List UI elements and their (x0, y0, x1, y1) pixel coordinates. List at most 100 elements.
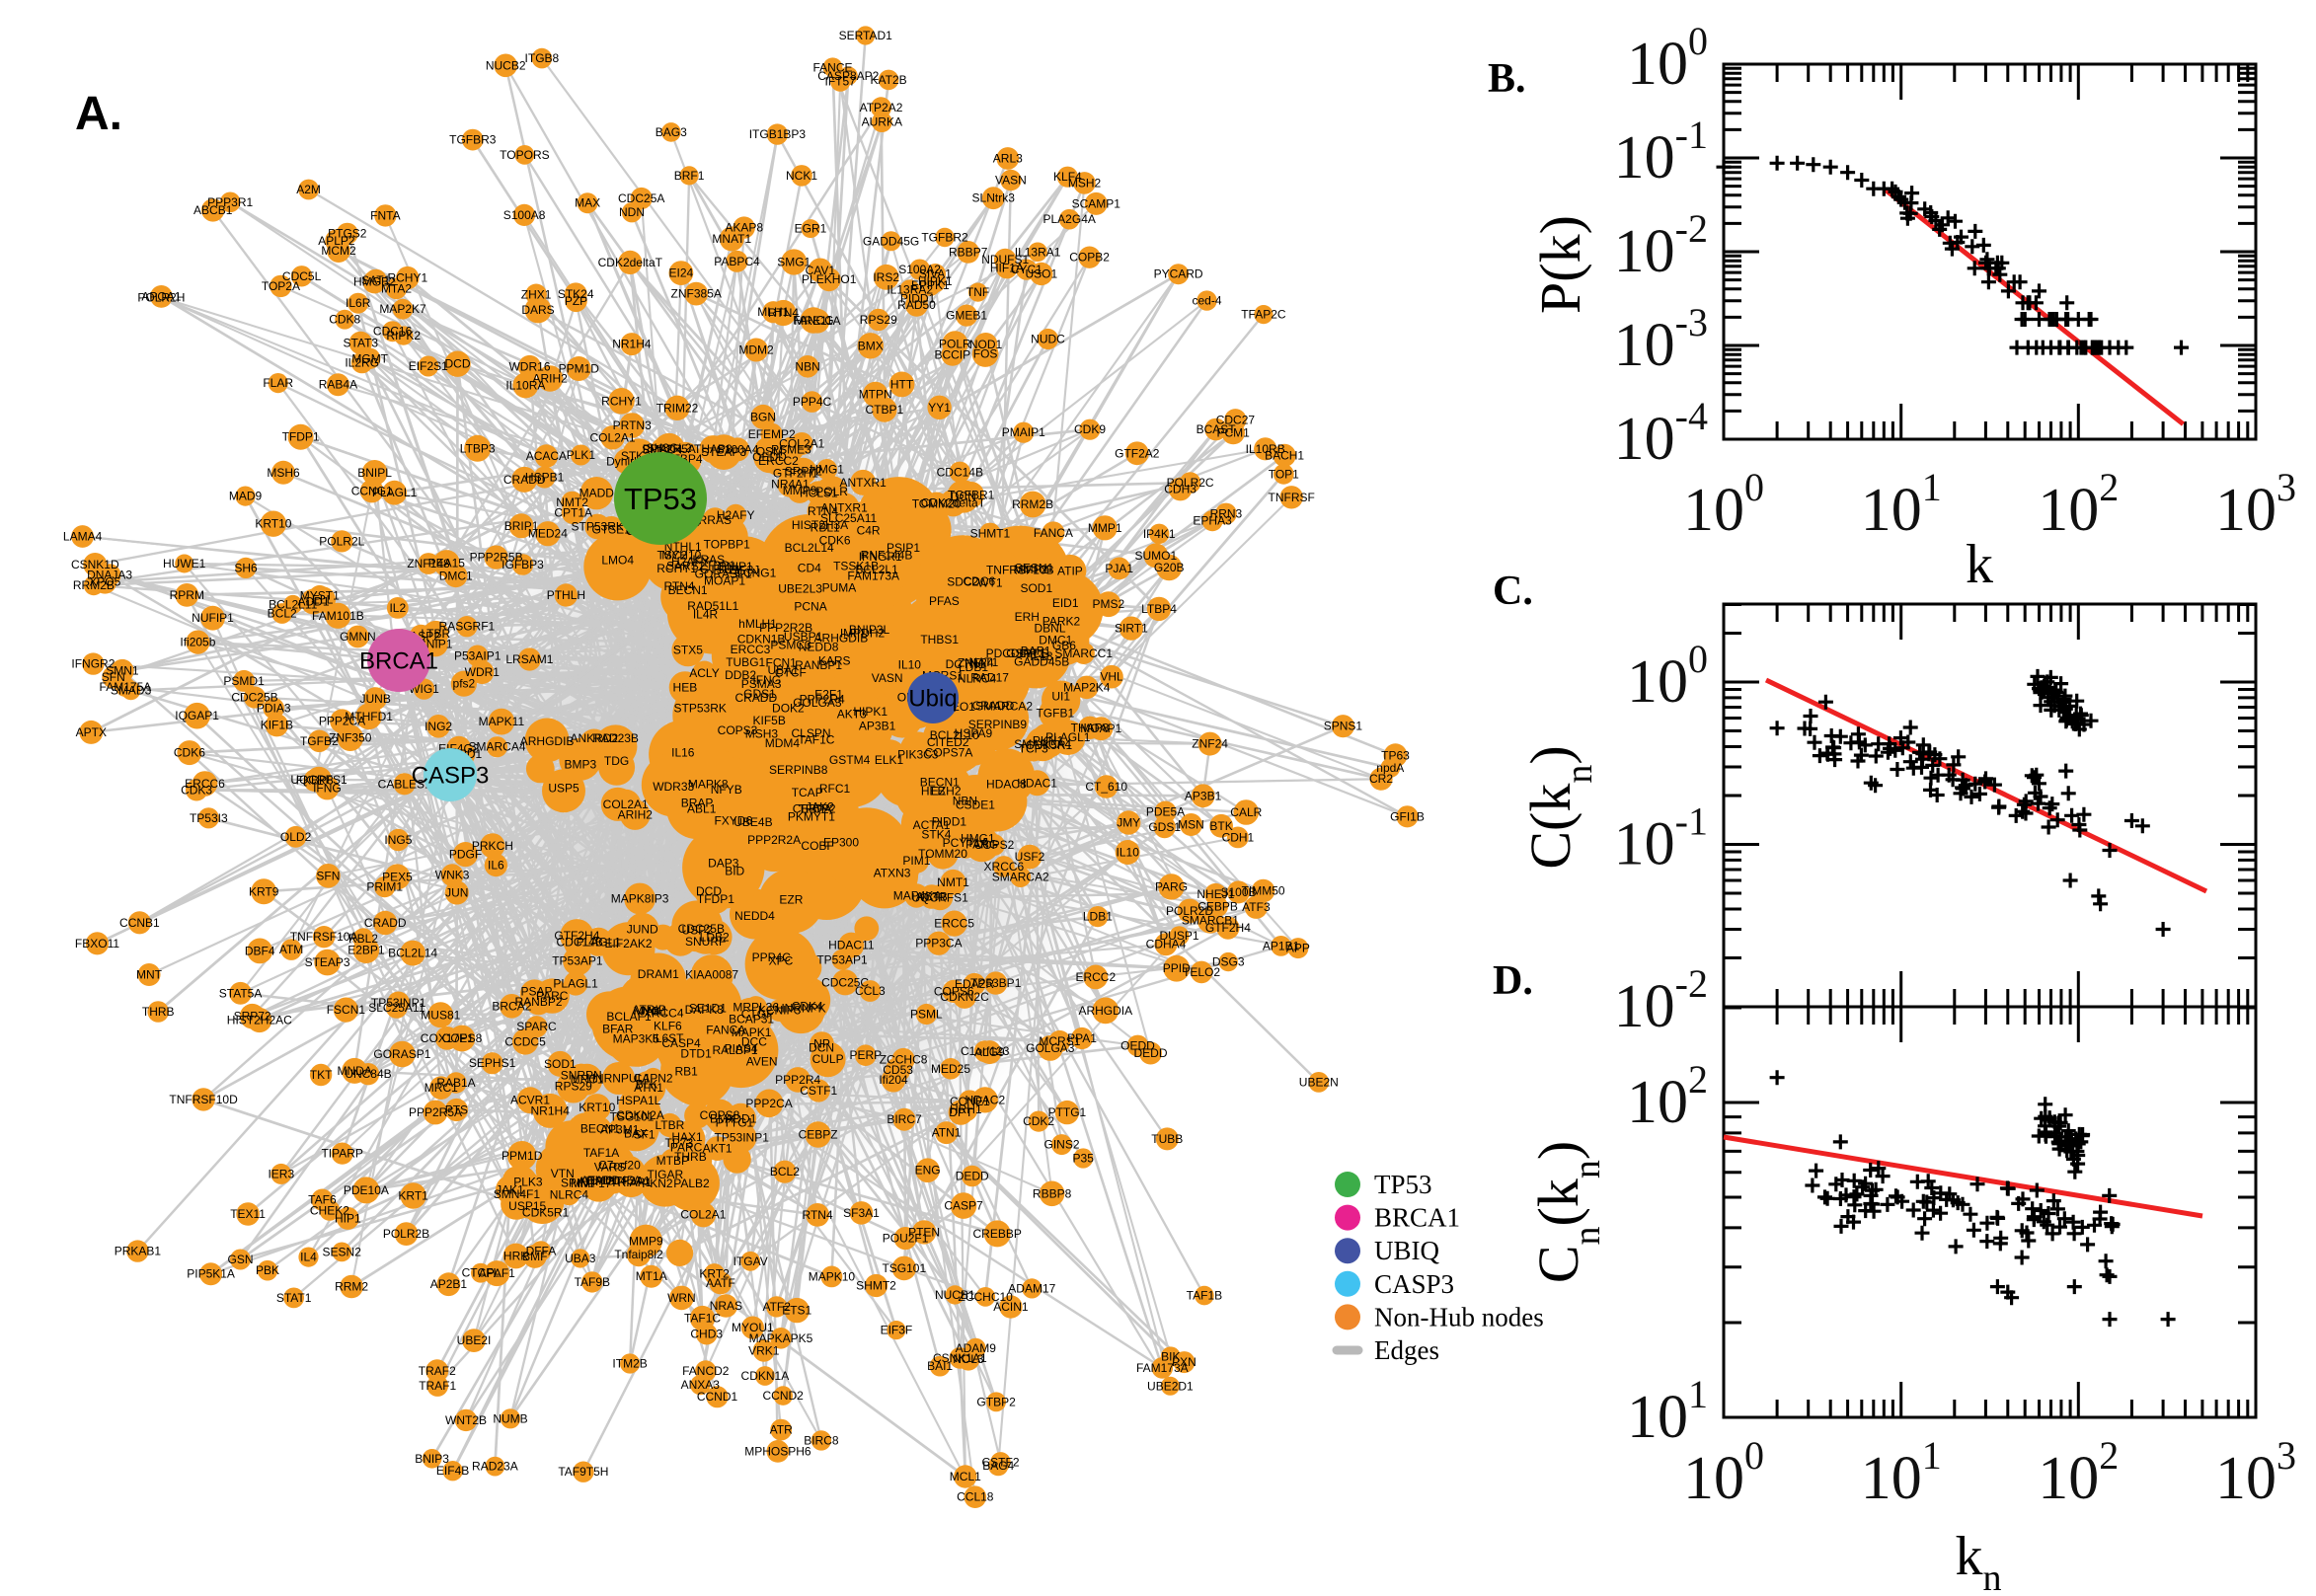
svg-text:STP53RK: STP53RK (572, 520, 624, 534)
svg-text:RAD51L1: RAD51L1 (687, 599, 738, 613)
svg-text:THRB: THRB (142, 1005, 175, 1019)
svg-text:FAM173A: FAM173A (1136, 1361, 1189, 1375)
svg-text:GTF2A2: GTF2A2 (1115, 446, 1160, 460)
svg-text:CALR: CALR (1230, 805, 1262, 819)
svg-text:TGFBR1: TGFBR1 (948, 488, 995, 501)
svg-text:TGFBR2: TGFBR2 (921, 231, 968, 245)
svg-text:BAG3: BAG3 (656, 125, 687, 139)
svg-text:MAP2K7: MAP2K7 (379, 302, 426, 316)
svg-text:B.: B. (1488, 56, 1526, 102)
svg-text:RPS29: RPS29 (555, 1080, 592, 1094)
svg-text:TAF9T5H: TAF9T5H (558, 1465, 608, 1479)
svg-text:CASP7: CASP7 (944, 1199, 983, 1213)
svg-text:UBE2N: UBE2N (1299, 1075, 1339, 1089)
svg-text:HIPK1: HIPK1 (853, 705, 888, 719)
svg-text:NP: NP (813, 1037, 830, 1051)
svg-text:EZH2: EZH2 (931, 784, 962, 798)
svg-text:KIF1B: KIF1B (261, 719, 293, 732)
svg-text:TAF9B: TAF9B (575, 1275, 610, 1289)
svg-text:HUWE1: HUWE1 (163, 557, 206, 570)
svg-text:TP53BP1: TP53BP1 (970, 976, 1022, 990)
svg-text:SERPINB8: SERPINB8 (769, 763, 828, 777)
svg-text:Ifi205b: Ifi205b (180, 636, 215, 649)
svg-text:SCAMP1: SCAMP1 (1072, 196, 1121, 210)
svg-text:SLC25A11: SLC25A11 (368, 1001, 425, 1015)
svg-text:PIM1: PIM1 (902, 854, 930, 868)
svg-text:ACTB: ACTB (916, 890, 948, 904)
svg-text:LTBP3: LTBP3 (460, 441, 496, 455)
svg-text:NMT2: NMT2 (556, 495, 588, 509)
svg-text:ZNF24: ZNF24 (958, 655, 994, 669)
svg-text:TGFBR3: TGFBR3 (449, 133, 497, 147)
svg-text:TUBG1: TUBG1 (726, 655, 765, 669)
svg-text:SMAD3: SMAD3 (111, 684, 152, 698)
svg-text:XPO5: XPO5 (89, 575, 120, 589)
svg-text:COL2A1: COL2A1 (603, 798, 649, 811)
svg-text:SHMT1: SHMT1 (970, 527, 1011, 541)
svg-text:HIF1A: HIF1A (990, 261, 1024, 274)
svg-text:GADD45A: GADD45A (586, 1174, 642, 1187)
svg-text:SOD1: SOD1 (544, 1057, 577, 1071)
svg-text:PERP: PERP (849, 1048, 882, 1062)
svg-text:MNDA: MNDA (338, 1064, 372, 1078)
svg-text:CDK6: CDK6 (174, 746, 205, 760)
svg-text:EZR: EZR (779, 892, 803, 906)
svg-text:PLK3: PLK3 (513, 1176, 543, 1189)
svg-text:IL10RA: IL10RA (505, 378, 545, 392)
svg-text:CDK3: CDK3 (181, 783, 212, 797)
svg-text:S100A2: S100A2 (898, 263, 941, 276)
svg-text:TKT: TKT (310, 1068, 333, 1082)
svg-text:EGR1: EGR1 (795, 222, 827, 236)
svg-text:PMS2: PMS2 (1092, 597, 1124, 611)
svg-text:G20B: G20B (1154, 561, 1185, 574)
svg-text:SPNS1: SPNS1 (1324, 720, 1363, 733)
svg-text:WNK3: WNK3 (435, 869, 470, 882)
svg-text:D.: D. (1493, 958, 1533, 1004)
svg-text:TOPORS: TOPORS (500, 148, 549, 162)
svg-text:AP3B1: AP3B1 (1185, 789, 1222, 802)
svg-text:AURKA: AURKA (862, 115, 902, 129)
svg-text:ADAM17: ADAM17 (1008, 1281, 1055, 1295)
svg-text:EIF4B: EIF4B (436, 1464, 469, 1478)
svg-text:FANCA: FANCA (706, 1024, 745, 1037)
svg-text:WDR16: WDR16 (508, 360, 550, 374)
svg-text:TFDP1: TFDP1 (282, 430, 320, 444)
svg-text:PABPC4: PABPC4 (714, 255, 760, 268)
svg-text:TP53: TP53 (624, 482, 697, 516)
svg-text:PIP5K1A: PIP5K1A (187, 1267, 235, 1281)
svg-text:PDIA3: PDIA3 (257, 702, 291, 716)
svg-text:POLR2H: POLR2H (137, 291, 185, 305)
svg-text:NEDD4: NEDD4 (734, 909, 775, 923)
svg-text:TP53: TP53 (1374, 1170, 1432, 1199)
svg-text:FLAR: FLAR (263, 376, 293, 390)
svg-text:DUSP1: DUSP1 (1159, 929, 1198, 943)
svg-text:BCL2: BCL2 (770, 1165, 800, 1178)
svg-text:DDB2: DDB2 (725, 668, 756, 682)
svg-text:DMC1: DMC1 (1039, 634, 1072, 647)
svg-text:ATIP: ATIP (1057, 564, 1083, 577)
svg-text:TRAF1: TRAF1 (419, 1379, 456, 1393)
svg-text:CASP3: CASP3 (1374, 1269, 1454, 1299)
svg-text:FOS: FOS (973, 347, 998, 361)
svg-text:PTGS2: PTGS2 (328, 227, 367, 241)
svg-text:FAM101B: FAM101B (312, 609, 364, 623)
svg-text:STAT1: STAT1 (276, 1291, 312, 1305)
svg-text:IL2RG: IL2RG (345, 355, 379, 369)
svg-text:SDC2: SDC2 (947, 574, 978, 588)
svg-text:ATF2: ATF2 (762, 1300, 791, 1314)
svg-text:PUMA: PUMA (822, 580, 857, 594)
svg-text:THAP8: THAP8 (1071, 721, 1110, 734)
svg-text:NR4A1: NR4A1 (771, 478, 810, 492)
svg-text:SLNtrk3: SLNtrk3 (972, 191, 1016, 205)
svg-text:SFN: SFN (316, 869, 340, 882)
svg-text:TP53AP1: TP53AP1 (552, 954, 603, 968)
svg-text:DRAM1: DRAM1 (638, 967, 679, 981)
svg-text:Edges: Edges (1374, 1335, 1439, 1365)
svg-text:SPARC: SPARC (516, 1020, 557, 1033)
svg-text:DCC: DCC (741, 1035, 767, 1049)
svg-text:PSME3: PSME3 (771, 442, 811, 456)
svg-text:CDK2: CDK2 (1023, 1114, 1054, 1128)
svg-text:EID1: EID1 (1052, 596, 1079, 610)
svg-text:CSTF1: CSTF1 (800, 1084, 837, 1098)
svg-text:MCL1: MCL1 (950, 1470, 981, 1483)
